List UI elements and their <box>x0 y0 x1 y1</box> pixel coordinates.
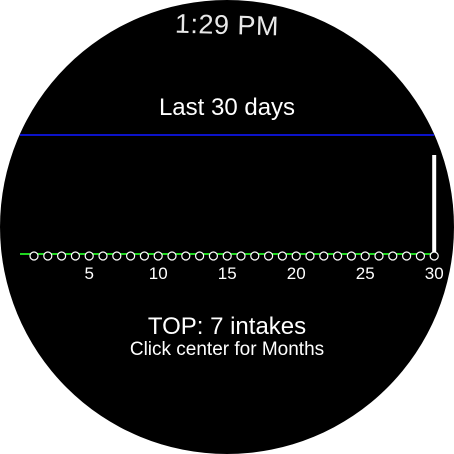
marker-day-11 <box>167 251 177 261</box>
marker-day-12 <box>181 251 191 261</box>
x-tick-label-20: 20 <box>287 264 306 283</box>
marker-day-17 <box>250 251 260 261</box>
marker-day-2 <box>43 251 53 261</box>
marker-day-18 <box>264 251 274 261</box>
marker-day-20 <box>291 251 301 261</box>
marker-day-3 <box>56 251 67 261</box>
period-title: Last 30 days <box>158 94 296 121</box>
marker-day-10 <box>153 251 163 261</box>
marker-day-24 <box>346 251 356 261</box>
marker-day-16 <box>236 251 246 261</box>
marker-day-5 <box>84 251 94 261</box>
marker-day-4 <box>70 251 81 261</box>
marker-day-13 <box>195 251 205 261</box>
day-marker-group <box>29 251 439 261</box>
marker-day-21 <box>305 251 315 261</box>
top-intakes-text: TOP: 7 intakes <box>147 313 307 340</box>
bar-day-30 <box>432 155 437 254</box>
marker-day-14 <box>208 251 218 261</box>
x-tick-label-15: 15 <box>218 264 237 283</box>
marker-day-9 <box>139 251 149 261</box>
x-tick-label-25: 25 <box>356 264 375 283</box>
marker-day-30 <box>429 251 439 261</box>
marker-day-29 <box>415 251 425 261</box>
marker-day-22 <box>319 251 329 261</box>
marker-day-6 <box>98 251 108 261</box>
marker-day-25 <box>360 251 370 261</box>
x-axis-ticks: 5 10 15 20 25 30 <box>84 264 443 283</box>
x-tick-label-10: 10 <box>149 264 168 283</box>
marker-day-8 <box>126 251 136 261</box>
marker-day-7 <box>112 251 122 261</box>
marker-day-27 <box>388 251 398 261</box>
bar-group <box>432 155 437 254</box>
marker-day-26 <box>374 251 384 261</box>
marker-day-1 <box>29 251 39 261</box>
marker-day-23 <box>333 251 343 261</box>
marker-day-28 <box>402 251 412 261</box>
center-click-hint[interactable]: Click center for Months <box>129 339 325 360</box>
marker-day-15 <box>222 251 232 261</box>
x-tick-label-5: 5 <box>84 264 93 283</box>
marker-day-19 <box>277 251 287 261</box>
x-tick-label-30: 30 <box>425 264 444 283</box>
